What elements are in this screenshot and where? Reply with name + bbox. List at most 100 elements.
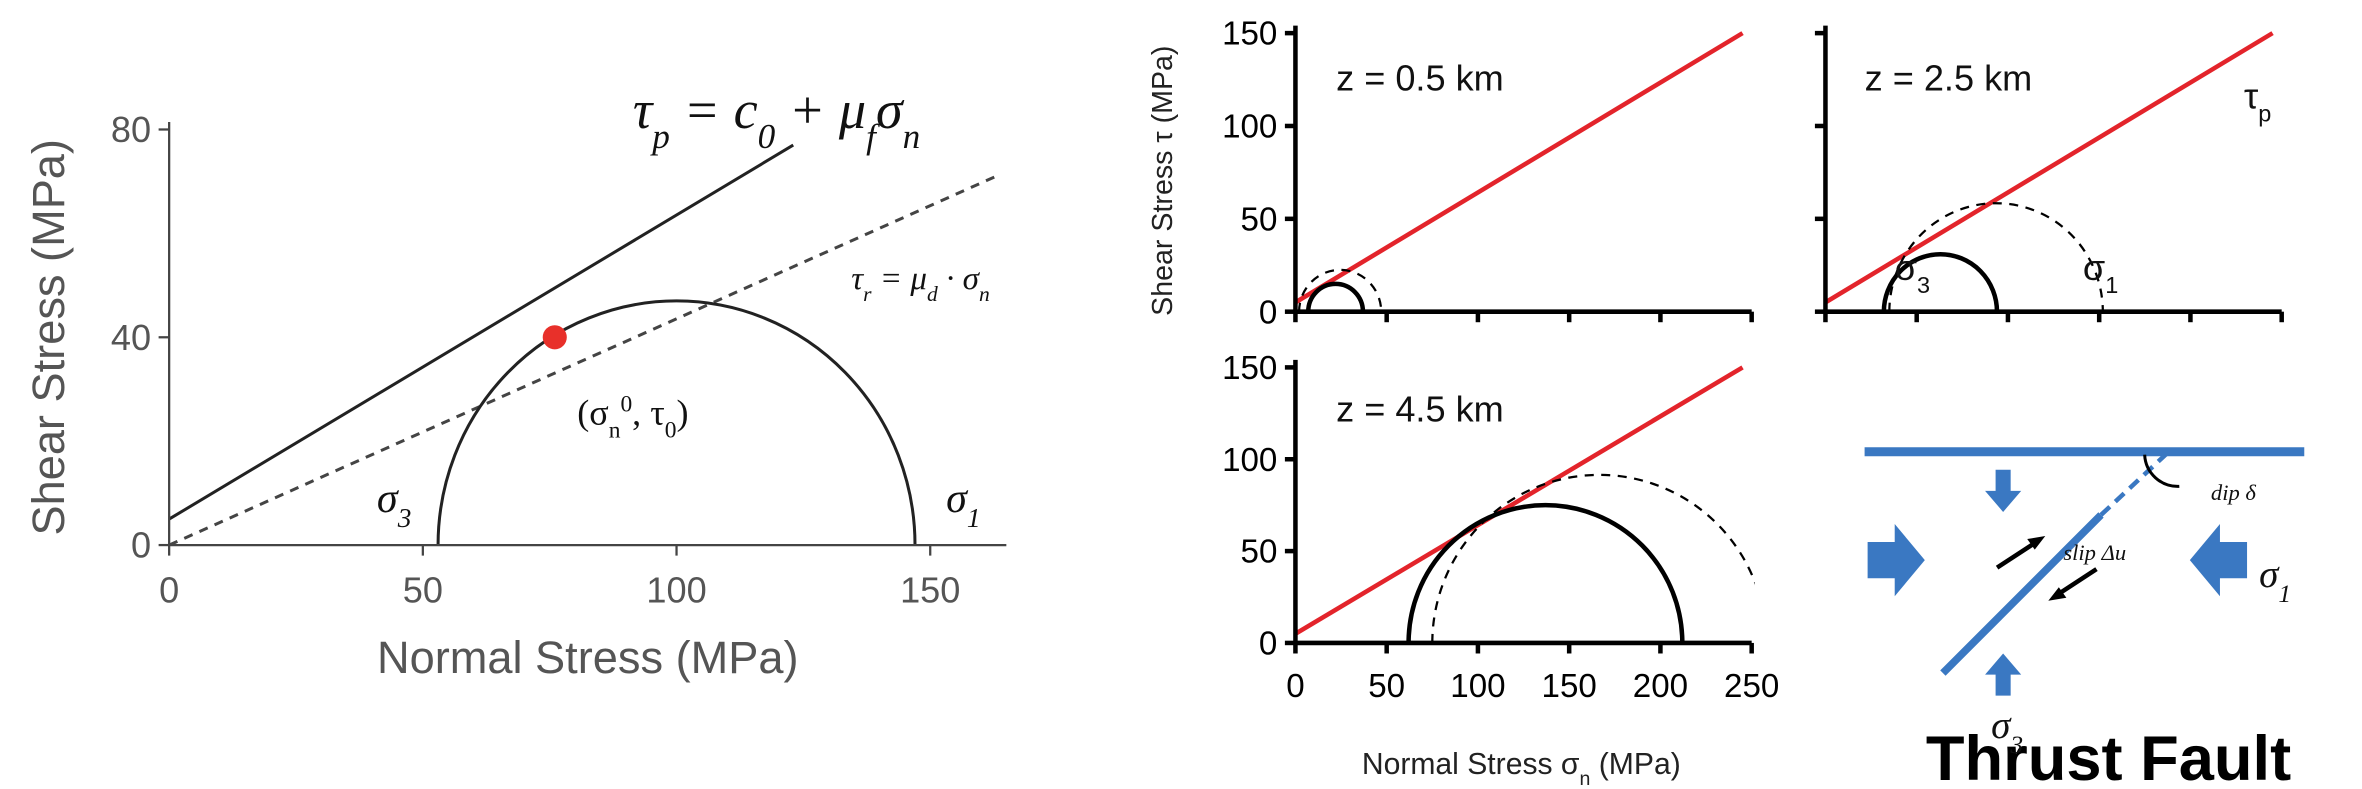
x-axis-label-part: (MPa) [1590, 748, 1680, 781]
y-tick-label: 50 [1241, 201, 1278, 238]
mohr-circle [1888, 202, 2104, 312]
diagram-label-part: σ [2259, 553, 2280, 596]
annotation: σ3 [1895, 247, 1930, 298]
diagram-title: Thrust Fault [1926, 724, 2291, 789]
line [169, 174, 997, 546]
fault-projection [2099, 450, 2171, 517]
annotation-part: p [649, 116, 670, 155]
annotation-part: σ [2083, 247, 2105, 288]
diagram-label: dip δ [2211, 480, 2256, 505]
annotation-part: τ [633, 80, 655, 140]
annotation: z = 2.5 km [1865, 57, 2033, 98]
x-tick-label: 0 [1286, 668, 1304, 705]
diagram-label: σ3 [1991, 704, 2023, 759]
annotation-part: τ [851, 260, 864, 297]
annotation-part: 0 [620, 392, 632, 418]
x-tick-label: 50 [1368, 668, 1405, 705]
y-tick-label: 0 [131, 525, 151, 566]
line [1825, 31, 2274, 305]
mohr-circle [1297, 268, 1383, 312]
annotation-part: 1 [2105, 272, 2118, 298]
annotation-part: 3 [397, 503, 412, 533]
annotation-part: 0 [758, 116, 776, 155]
line [1295, 365, 1744, 636]
diagram-label-part: dip δ [2211, 480, 2256, 505]
y-tick-label: 50 [1241, 534, 1278, 571]
annotation-part: = μ [871, 260, 927, 297]
y-tick-label: 0 [1259, 626, 1277, 663]
y-tick-label: 100 [1222, 442, 1277, 479]
arrow [1867, 523, 1925, 597]
arrow-head [2027, 536, 2046, 550]
x-tick-label: 250 [1724, 668, 1779, 705]
annotation-part: = c [670, 80, 758, 140]
annotation-part: z = 0.5 km [1336, 57, 1504, 98]
annotation-part: τ [2244, 75, 2258, 116]
x-tick-label: 200 [1633, 668, 1688, 705]
annotation-part: 3 [1917, 272, 1930, 298]
mohr-circle [1406, 503, 1685, 643]
annotation: τp = c0 + μfσn [633, 80, 920, 155]
x-tick-label: 150 [900, 569, 960, 610]
diagram-label: σ1 [2259, 553, 2291, 608]
arrow-head [2048, 587, 2067, 601]
annotation-part: + μ [775, 80, 866, 140]
annotation-part: σ [377, 475, 400, 522]
annotation-part: n [979, 282, 990, 306]
diagram-label-part: slip Δu [2063, 540, 2126, 565]
x-axis-label-part: Normal Stress σ [1362, 748, 1580, 781]
annotation: (σn0, τ0) [577, 392, 688, 444]
annotation-part: d [927, 282, 938, 306]
annotation: z = 4.5 km [1336, 389, 1504, 430]
annotation-part: σ [946, 475, 969, 522]
annotation-part: 1 [967, 503, 981, 533]
x-tick-label: 150 [1542, 668, 1597, 705]
annotation-part: n [903, 116, 921, 155]
y-tick-label: 150 [1222, 350, 1277, 387]
line [169, 143, 795, 521]
arrow [1985, 469, 2022, 512]
mohr-circle [1305, 281, 1366, 312]
mohr-circle [436, 300, 917, 546]
annotation: τp [2244, 75, 2271, 126]
y-axis-label: Shear Stress τ (MPa) [1147, 46, 1179, 316]
y-axis-label: Shear Stress (MPa) [23, 139, 74, 535]
x-axis-label: Normal Stress σn (MPa) [1362, 748, 1681, 789]
y-tick-label: 40 [111, 317, 151, 358]
mohr-circle [1431, 473, 1755, 643]
annotation-part: ) [677, 393, 689, 433]
x-axis-label-part: n [1580, 768, 1591, 789]
annotation-part: p [2258, 100, 2271, 126]
x-tick-label: 100 [646, 569, 706, 610]
plot [1825, 31, 2274, 312]
annotation: σ1 [946, 475, 981, 533]
annotation-part: 0 [665, 418, 677, 444]
y-tick-label: 0 [1259, 294, 1277, 331]
plot [1295, 365, 1755, 643]
annotation-part: z = 2.5 km [1865, 57, 2033, 98]
annotation-part: σ [1895, 247, 1917, 288]
x-axis-label: Normal Stress (MPa) [377, 632, 799, 683]
y-tick-label: 80 [111, 109, 151, 150]
line [1295, 31, 1744, 305]
diagram-label-part: 1 [2278, 579, 2291, 608]
annotation-part: r [863, 282, 872, 306]
y-tick-label: 100 [1222, 109, 1277, 146]
annotation: τr = μd · σn [851, 260, 989, 306]
plot [169, 143, 997, 546]
mohr-circle [1881, 251, 2000, 312]
diagram-label-part: σ [1991, 704, 2012, 747]
plot [1295, 31, 1744, 312]
x-tick-label: 100 [1450, 668, 1505, 705]
fault-diagram: Thrust Fault [1864, 447, 2305, 789]
annotation-part: σ [876, 80, 905, 140]
annotation-part: , τ [632, 393, 665, 433]
y-tick-label: 150 [1222, 16, 1277, 53]
diagram-label-part: 3 [2009, 729, 2023, 758]
annotation-part: (σ [577, 393, 609, 433]
arrow [1985, 653, 2022, 696]
annotation-part: · σ [938, 260, 981, 297]
annotation: z = 0.5 km [1336, 57, 1504, 98]
annotation-part: n [609, 418, 621, 444]
